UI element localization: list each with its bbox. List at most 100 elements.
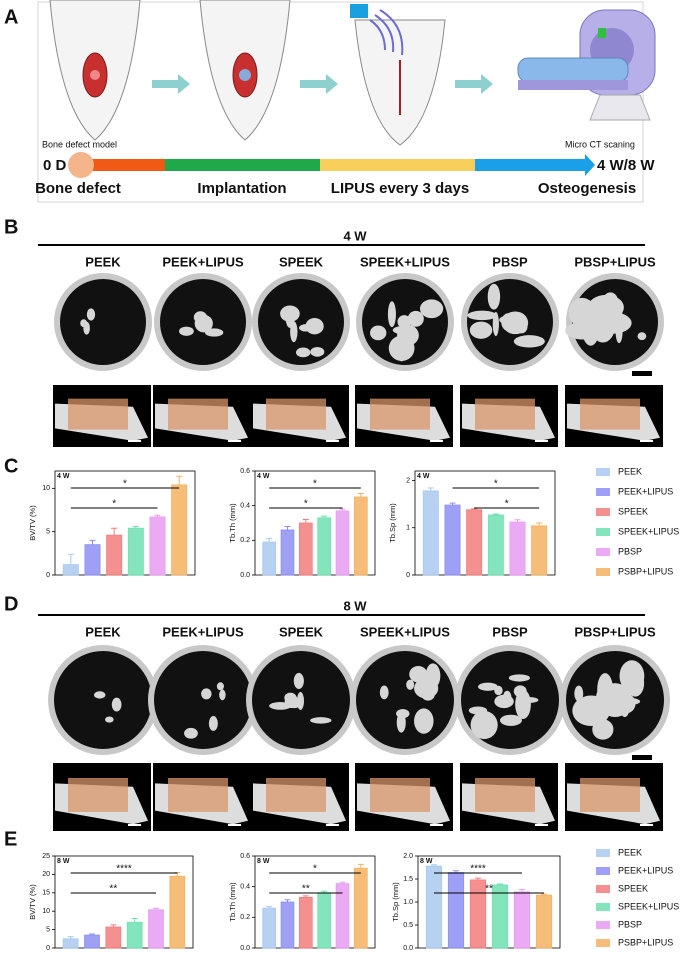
significance-label: ** — [109, 884, 117, 895]
error-bar — [321, 515, 328, 518]
legend-label: PEEK+LIPUS — [618, 486, 673, 496]
error-bar — [131, 918, 138, 923]
error-bar — [519, 889, 525, 892]
bar — [444, 504, 461, 576]
bar — [262, 541, 276, 576]
bone-blob — [310, 717, 332, 724]
panel-label: B — [4, 216, 18, 238]
significance-label: * — [304, 499, 308, 510]
bone-blob — [467, 310, 497, 321]
significance-label: ** — [485, 884, 493, 895]
group-label: SPEEK+LIPUS — [360, 254, 450, 269]
bar — [105, 926, 122, 949]
bar — [62, 564, 79, 576]
bar — [299, 897, 313, 949]
time-tag: 4 W — [57, 473, 70, 480]
y-tick-label: 15 — [42, 890, 50, 897]
bone-blob — [519, 696, 539, 704]
bone-blob — [287, 701, 301, 709]
significance-label: * — [313, 479, 317, 490]
bone-blob — [470, 710, 498, 740]
plot-frame — [54, 470, 196, 576]
bar — [509, 521, 526, 576]
roi — [168, 777, 228, 812]
error-bar — [67, 936, 74, 939]
bone-blob — [204, 328, 224, 337]
legend-swatch — [596, 548, 610, 556]
time-tag: 4 W — [417, 473, 430, 480]
error-bar — [475, 877, 481, 880]
time-tag: 8 W — [257, 858, 270, 865]
bar — [354, 867, 368, 949]
arrows — [152, 74, 493, 94]
bar — [317, 892, 331, 949]
y-tick-label: 0.0 — [403, 945, 413, 952]
roi — [580, 777, 640, 812]
roi — [266, 777, 326, 812]
y-tick-label: 0.5 — [403, 922, 413, 929]
group-label: PEEK — [85, 254, 121, 269]
bar — [335, 510, 350, 576]
bone-blob — [409, 665, 428, 683]
bone-blob — [293, 672, 304, 689]
bone-blob — [111, 697, 122, 712]
y-tick-label: 5 — [46, 926, 50, 933]
time-tag: 4 W — [257, 473, 270, 480]
error-bar — [89, 933, 95, 936]
bone-blob — [502, 690, 512, 705]
roi — [68, 777, 128, 812]
bar — [262, 907, 276, 949]
significance-label: **** — [470, 864, 486, 875]
legend-label: PBSP — [618, 919, 642, 929]
bone-blob — [419, 299, 444, 319]
bone-blob — [508, 674, 530, 682]
bar — [280, 529, 295, 576]
bone-blob — [397, 324, 419, 346]
error-bar — [266, 906, 273, 909]
y-tick-label: 0.6 — [240, 468, 250, 475]
error-bar — [67, 553, 74, 565]
group-label: PBSP+LIPUS — [574, 254, 656, 269]
scale-bar — [632, 755, 652, 760]
bar — [422, 490, 439, 576]
y-tick-label: 0.0 — [240, 572, 250, 579]
error-bar — [266, 538, 273, 543]
timepoint-title: 4 W — [343, 228, 367, 243]
y-axis-label: Tb.Th (mm) — [228, 503, 237, 543]
bone-blob — [620, 699, 630, 718]
time-tag: 8 W — [420, 858, 433, 865]
stage-label: Osteogenesis — [538, 180, 636, 197]
ct-ring — [350, 645, 460, 755]
legend-label: PSBP+LIPUS — [618, 937, 673, 947]
rat-1 — [49, 0, 141, 141]
group-label: SPEEK — [279, 624, 324, 639]
bar — [487, 514, 504, 576]
bar — [531, 525, 548, 576]
ct-scanner — [517, 9, 656, 121]
bone-blob — [86, 308, 96, 321]
bone-blob — [398, 348, 405, 362]
bar — [149, 516, 166, 576]
bone-blob — [290, 321, 298, 343]
roi — [370, 398, 430, 430]
timepoint-title: 8 W — [343, 598, 367, 613]
error-bar — [111, 527, 118, 536]
y-tick-label: 0.2 — [240, 914, 250, 921]
roi — [580, 398, 640, 430]
error-bar — [453, 870, 459, 873]
plot-frame — [54, 855, 194, 949]
error-bar — [284, 525, 291, 530]
significance-label: **** — [116, 864, 132, 875]
error-bar — [492, 513, 499, 515]
error-bar — [176, 475, 183, 485]
error-bar — [431, 864, 437, 867]
bar — [491, 884, 509, 949]
legend-label: PBSP — [618, 546, 642, 556]
bar — [469, 879, 487, 949]
bone-blob — [105, 716, 114, 723]
legend-swatch — [596, 885, 610, 893]
bar — [84, 544, 101, 576]
y-axis-label: Tb.Th (mm) — [228, 882, 237, 922]
plot-frame — [414, 470, 556, 576]
